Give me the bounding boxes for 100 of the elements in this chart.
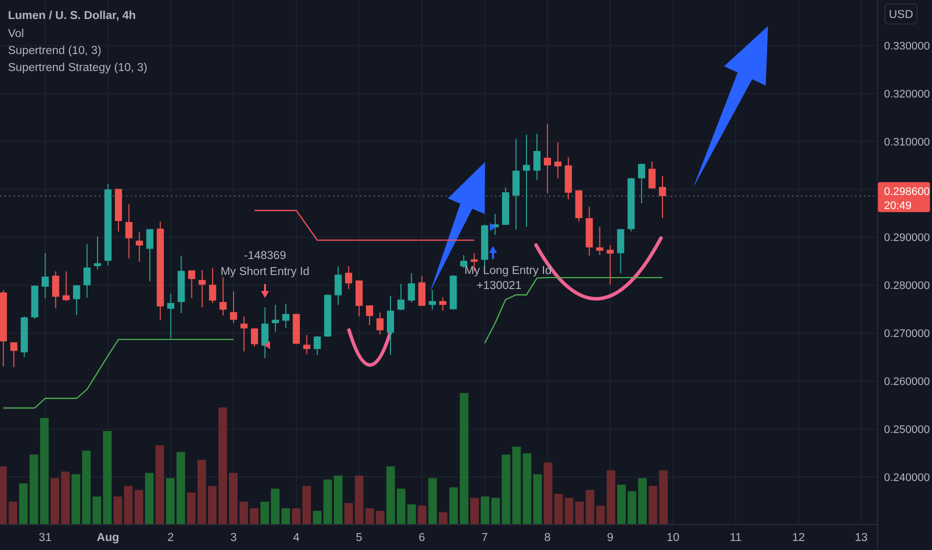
bar <box>407 504 416 524</box>
y-tick-label: 0.310000 <box>884 136 930 148</box>
x-tick-label: 12 <box>792 532 805 544</box>
candlestick <box>250 328 258 348</box>
candlestick <box>314 336 321 356</box>
bar <box>386 466 395 524</box>
annotation: My Long Entry Id <box>464 265 552 277</box>
bar <box>166 478 175 524</box>
candlestick <box>617 228 624 274</box>
bar <box>428 478 437 524</box>
bar <box>50 478 60 524</box>
bar <box>323 479 332 524</box>
candlestick <box>408 272 415 304</box>
candlestick <box>554 142 562 179</box>
x-tick-label: 8 <box>544 532 551 544</box>
candlestick <box>638 162 646 204</box>
bar <box>344 503 353 524</box>
candlestick <box>376 312 384 336</box>
y-tick-label: 0.260000 <box>884 376 930 388</box>
x-tick-label: 3 <box>230 532 237 544</box>
annotation: Supertrend Strategy (10, 3) <box>8 62 148 74</box>
bar <box>208 486 217 524</box>
bar <box>72 474 80 524</box>
bar <box>396 488 406 524</box>
x-tick-label: 11 <box>730 532 742 544</box>
candlestick <box>334 266 342 306</box>
bar <box>176 452 186 524</box>
candlestick <box>658 175 666 219</box>
candlestick <box>303 334 310 355</box>
candlestick <box>10 342 18 368</box>
bar <box>19 483 28 524</box>
y-tick-label: 0.280000 <box>884 280 930 292</box>
bar <box>114 496 122 524</box>
annotation: +130021 <box>476 280 522 292</box>
x-tick-label: 9 <box>606 532 614 544</box>
candlestick <box>146 228 154 282</box>
bar <box>281 508 290 524</box>
candlestick <box>345 266 352 290</box>
candlestick <box>42 252 49 299</box>
candlestick <box>73 284 80 316</box>
candlestick <box>533 133 541 180</box>
bar <box>124 486 133 524</box>
annotation: My Short Entry Id <box>220 266 310 278</box>
candlestick <box>282 303 290 328</box>
y-tick-label: 0.250000 <box>884 424 930 436</box>
bar <box>270 488 280 524</box>
candlestick <box>418 276 426 306</box>
candlestick <box>522 134 530 228</box>
x-tick-label: 10 <box>666 532 680 544</box>
candlestick <box>136 232 143 262</box>
candlestick <box>606 244 614 286</box>
candlestick <box>167 293 174 338</box>
y-tick-label: 0.320000 <box>884 88 930 100</box>
candlestick <box>52 270 60 309</box>
bar <box>312 510 322 524</box>
candlestick <box>209 267 216 304</box>
bar <box>197 460 206 524</box>
bar <box>239 502 248 524</box>
candlestick <box>460 254 468 268</box>
bar <box>82 450 91 524</box>
annotation: Supertrend (10, 3) <box>8 45 102 57</box>
bar <box>61 472 70 524</box>
x-tick-label: 2 <box>168 532 174 544</box>
y-axis-title: USD <box>888 9 914 21</box>
bar <box>354 476 364 524</box>
candlestick <box>62 270 70 302</box>
bar <box>8 502 18 524</box>
x-tick-label: 31 <box>38 532 52 544</box>
bar <box>292 508 301 524</box>
x-tick-label: 6 <box>418 532 426 544</box>
bar <box>103 430 112 524</box>
candlestick <box>94 236 102 270</box>
bar <box>218 407 228 524</box>
bar <box>418 506 426 524</box>
bar <box>134 490 144 524</box>
line-series <box>2 338 234 409</box>
y-tick-label: 0.290000 <box>884 232 930 244</box>
bar <box>302 486 312 524</box>
x-tick-label: 7 <box>481 532 488 544</box>
candlestick <box>366 304 374 326</box>
candlestick <box>125 204 132 259</box>
x-tick-label: 13 <box>854 532 868 544</box>
candlestick <box>198 269 206 308</box>
candlestick <box>544 123 551 194</box>
bar <box>470 498 479 524</box>
bar <box>40 418 49 524</box>
candlestick <box>240 316 248 352</box>
bar <box>334 476 342 524</box>
candlestick <box>84 244 91 298</box>
y-tick-label: 0.270000 <box>884 328 930 340</box>
bar <box>480 496 490 524</box>
candlestick <box>648 161 656 189</box>
bar <box>376 510 384 524</box>
bar <box>186 492 196 524</box>
candlestick <box>596 226 604 256</box>
bar <box>30 454 38 524</box>
bar <box>260 502 270 524</box>
bar <box>438 512 448 524</box>
candlestick <box>188 270 196 299</box>
candlestick <box>397 283 404 311</box>
